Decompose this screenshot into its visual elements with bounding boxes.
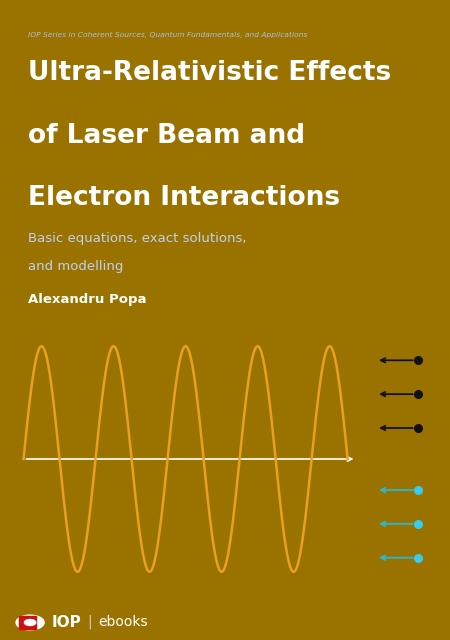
Text: |: | (87, 615, 92, 629)
Text: IOP Series in Coherent Sources, Quantum Fundamentals, and Applications: IOP Series in Coherent Sources, Quantum … (28, 33, 307, 38)
Text: ebooks: ebooks (98, 615, 148, 629)
Text: Electron Interactions: Electron Interactions (28, 185, 340, 211)
Text: Alexandru Popa: Alexandru Popa (28, 293, 146, 306)
Text: Basic equations, exact solutions,: Basic equations, exact solutions, (28, 232, 247, 245)
Bar (19, 616, 36, 629)
Text: IOP: IOP (52, 614, 82, 630)
Circle shape (16, 615, 44, 630)
Circle shape (24, 620, 36, 625)
Text: of Laser Beam and: of Laser Beam and (28, 123, 305, 148)
Text: Ultra-Relativistic Effects: Ultra-Relativistic Effects (28, 61, 391, 86)
Text: and modelling: and modelling (28, 260, 123, 273)
